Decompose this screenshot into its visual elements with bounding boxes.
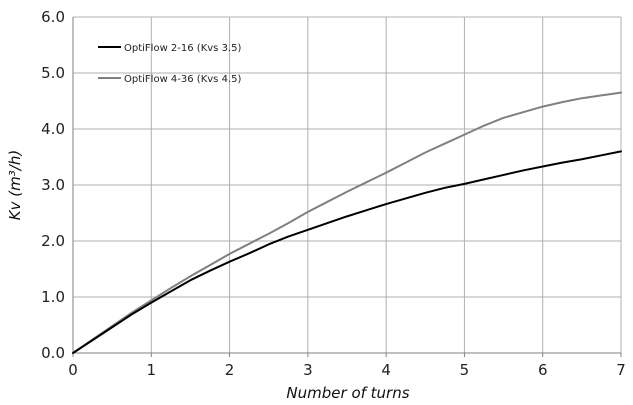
y-tick-label: 4.0 [41,120,65,138]
x-tick-label: 5 [460,361,470,379]
legend: OptiFlow 2-16 (Kvs 3.5) OptiFlow 4-36 (K… [98,43,241,85]
y-tick-label: 0.0 [41,344,65,362]
x-tick-label: 2 [225,361,235,379]
legend-label-optiflow-4-36: OptiFlow 4-36 (Kvs 4.5) [124,74,241,85]
y-axis-title: Kv (m³/h) [6,150,24,220]
y-tick-label: 1.0 [41,288,65,306]
y-tick-label: 5.0 [41,64,65,82]
x-tick-label: 1 [147,361,157,379]
axes-layer [72,17,622,357]
series-line-optiflow-2-16 [72,150,622,354]
x-tick-label: 7 [616,361,626,379]
grid-layer [72,16,622,354]
series-line-optiflow-4-36 [72,91,622,354]
y-tick-label: 2.0 [41,232,65,250]
x-tick-label: 6 [538,361,548,379]
x-axis-title: Number of turns [286,384,409,402]
y-tick-label: 3.0 [41,176,65,194]
x-tick-label: 3 [303,361,313,379]
legend-label-optiflow-2-16: OptiFlow 2-16 (Kvs 3.5) [124,43,241,54]
x-tick-label: 0 [68,361,78,379]
y-tick-label: 6.0 [41,8,65,26]
series-layer [72,91,622,354]
x-tick-label: 4 [381,361,391,379]
ticks-layer: 0.0 1.0 2.0 3.0 4.0 5.0 6.0 0 1 2 3 4 5 6 7 [41,8,626,379]
